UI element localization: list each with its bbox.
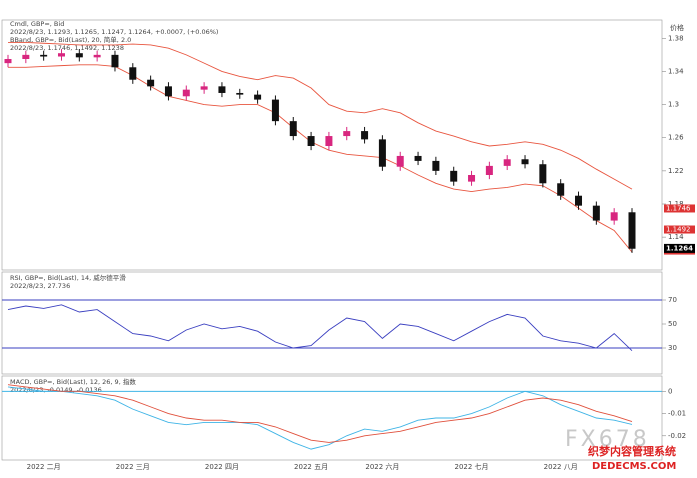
panel-header: 2022/8/23, 1.1746, 1.1492, 1.1238 — [10, 44, 124, 52]
panel-header: BBand, GBP=, Bid(Last), 20, 简单, 2.0 — [10, 35, 131, 44]
panel-header: RSI, GBP=, Bid(Last), 14, 威尔德平滑 — [10, 273, 126, 282]
candle-body — [93, 54, 101, 58]
candle-body — [40, 54, 48, 57]
candle-body — [485, 165, 493, 175]
y-tick-label: 1.14 — [668, 233, 684, 241]
candle-body — [22, 54, 30, 59]
candle-body — [432, 160, 440, 171]
candle-body — [539, 164, 547, 184]
y-tick-label: -0.01 — [668, 410, 686, 418]
x-tick-label: 2022 五月 — [294, 463, 328, 471]
bollinger-band — [8, 41, 633, 190]
candle-body — [343, 131, 351, 137]
candle-body — [396, 155, 404, 167]
x-tick-label: 2022 八月 — [544, 463, 578, 471]
last-price-box — [664, 243, 695, 253]
candle-body — [111, 54, 119, 68]
x-tick-label: 2022 三月 — [116, 463, 150, 471]
y-tick-label: 1.34 — [668, 67, 684, 75]
candle-body — [57, 53, 65, 57]
candle-body — [236, 92, 244, 95]
candle-body — [307, 136, 315, 146]
y-tick-label: 0 — [668, 387, 672, 395]
last-price-label: 1.1264 — [666, 244, 693, 252]
candle-body — [4, 59, 12, 64]
macd-panel — [1, 375, 663, 461]
panel-header: Cmdl, GBP=, Bid — [10, 20, 64, 28]
candle-body — [503, 159, 511, 166]
candle-body — [129, 67, 137, 80]
candle-body — [147, 79, 155, 87]
y-tick-label: -0.02 — [668, 432, 686, 440]
watermark: 织梦内容管理系统 — [588, 444, 676, 458]
x-tick-label: 2022 四月 — [205, 463, 239, 471]
value-box-label: 1.1492 — [666, 226, 691, 234]
axis-title: 价格 — [670, 23, 684, 32]
indicator-line — [7, 304, 633, 352]
y-tick-label: 30 — [668, 344, 677, 352]
panel-header: 2022/8/23, -0.0149, -0.0136 — [10, 386, 102, 394]
y-tick-label: 50 — [668, 320, 677, 328]
watermark: FX678 — [565, 427, 650, 452]
candle-body — [164, 86, 172, 97]
indicator-line — [7, 386, 633, 450]
candle-body — [182, 89, 190, 97]
candle-body — [468, 175, 476, 182]
candle-body — [254, 94, 262, 100]
value-box — [664, 225, 695, 234]
x-tick-label: 2022 二月 — [27, 463, 61, 471]
value-box — [664, 204, 695, 213]
candle-body — [610, 212, 618, 221]
y-tick-label: 1.18 — [668, 200, 684, 208]
candle-body — [414, 155, 422, 161]
panel-header: 2022/8/23, 1.1293, 1.1265, 1.1247, 1.126… — [10, 28, 218, 36]
x-tick-label: 2022 七月 — [455, 462, 489, 471]
candle-body — [75, 53, 83, 58]
indicator-line — [7, 384, 633, 443]
y-tick-label: 1.26 — [668, 134, 684, 142]
candle-body — [592, 205, 600, 221]
candle-body — [361, 131, 369, 140]
x-tick-label: 2022 六月 — [365, 462, 399, 471]
candle-body — [378, 139, 386, 167]
candle-body — [218, 86, 226, 93]
y-tick-label: 1.38 — [668, 34, 684, 42]
candle-body — [521, 159, 529, 165]
price-panel — [1, 19, 663, 271]
y-tick-label: 1.22 — [668, 167, 684, 175]
candle-body — [575, 195, 583, 206]
watermark: DEDECMS.COM — [592, 461, 676, 472]
candle-body — [628, 212, 636, 249]
y-tick-label: 70 — [668, 296, 677, 304]
candle-body — [557, 183, 565, 196]
candle-body — [325, 136, 333, 146]
candle-body — [450, 170, 458, 182]
candle-body — [200, 86, 208, 90]
y-tick-label: 1.3 — [668, 101, 679, 109]
candle-body — [271, 99, 279, 122]
candle-body — [289, 121, 297, 137]
panel-header: 2022/8/23, 27.736 — [10, 282, 70, 290]
value-box-label: 1.1746 — [666, 204, 691, 212]
panel-header: MACD, GBP=, Bid(Last), 12, 26, 9, 指数 — [10, 377, 136, 386]
rsi-panel — [1, 271, 663, 375]
